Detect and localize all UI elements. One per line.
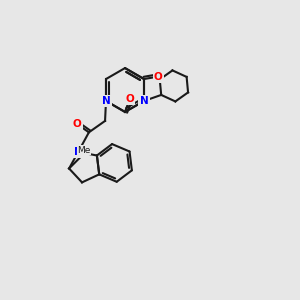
Text: N: N [102,96,110,106]
Text: N: N [140,96,148,106]
Text: O: O [73,119,82,129]
Text: O: O [154,72,163,82]
Text: N: N [74,147,82,157]
Text: O: O [125,94,134,103]
Text: Me: Me [77,146,91,154]
